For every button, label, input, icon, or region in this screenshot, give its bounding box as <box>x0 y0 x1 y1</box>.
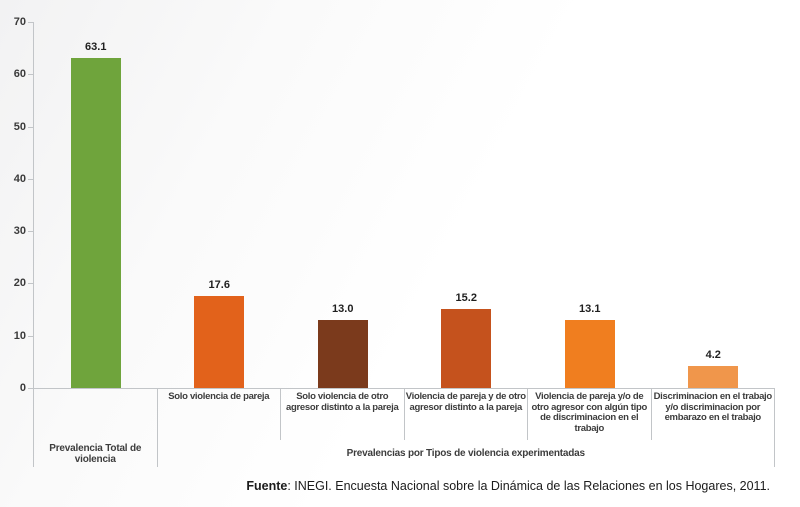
y-axis-tick-label: 70 <box>13 16 26 28</box>
bar-value-label: 15.2 <box>455 291 477 304</box>
y-axis-tick-label: 40 <box>13 172 26 185</box>
bar-value-label: 63.1 <box>85 41 107 54</box>
y-axis-tick <box>28 22 34 23</box>
plot-area: 0 10 20 30 40 50 60 70 63.1 17.6 13.0 15.2 13.1 4.2 <box>14 16 775 394</box>
bar <box>194 295 245 388</box>
y-axis-tick-label: 0 <box>19 382 26 394</box>
bar-value-label: 17.6 <box>208 278 230 291</box>
bar-value-label: 13.1 <box>579 302 601 315</box>
category-label <box>34 389 158 440</box>
bar-column: 17.6 <box>158 22 282 388</box>
category-label: Solo violencia de pareja <box>158 389 281 440</box>
source-text: : INEGI. Encuesta Nacional sobre la Diná… <box>287 479 770 493</box>
y-axis-tick <box>28 335 34 337</box>
y-axis-tick-label: 20 <box>13 277 26 290</box>
bar <box>317 320 368 388</box>
bar-area: 63.1 17.6 13.0 15.2 13.1 4.2 <box>34 22 775 388</box>
bar-column: 13.1 <box>528 22 652 388</box>
category-label-row: Solo violencia de pareja Solo violencia d… <box>33 389 775 440</box>
bar <box>688 366 739 388</box>
y-axis-tick <box>28 126 34 128</box>
bar <box>564 319 615 388</box>
bar-column: 15.2 <box>405 22 529 388</box>
category-label: Violencia de pareja y de otro agresor di… <box>405 389 528 440</box>
axis-group-label: Prevalencias por Tipos de violencia expe… <box>158 440 775 467</box>
bar <box>441 308 492 388</box>
y-axis-tick-label: 10 <box>13 329 26 342</box>
category-label: Discriminacion en el trabajo y/o discrim… <box>652 389 775 440</box>
category-label: Solo violencia de otro agresor distinto … <box>281 389 405 440</box>
axis-group-label: Prevalencia Total de violencia <box>34 440 158 467</box>
source-note: Fuente: INEGI. Encuesta Nacional sobre l… <box>0 479 770 493</box>
source-label: Fuente <box>246 479 288 493</box>
bar-value-label: 13.0 <box>332 303 354 316</box>
category-label: Violencia de pareja y/o de otro agresor … <box>528 389 652 440</box>
y-axis-tick-label: 60 <box>13 68 26 81</box>
bar-value-label: 4.2 <box>705 349 721 362</box>
y-axis-tick-label: 50 <box>13 120 26 133</box>
y-axis-tick <box>28 231 34 233</box>
bar-column: 63.1 <box>34 22 158 388</box>
y-axis-tick <box>28 74 34 76</box>
bar-column: 13.0 <box>281 22 405 388</box>
bar <box>70 58 121 388</box>
y-axis-tick <box>28 388 34 389</box>
y-axis-tick-label: 30 <box>13 225 26 238</box>
group-label-row: Prevalencia Total de violencia Prevalenci… <box>33 440 775 467</box>
y-axis-tick <box>28 283 34 285</box>
bar-column: 4.2 <box>652 22 776 388</box>
y-axis-tick <box>28 178 34 180</box>
